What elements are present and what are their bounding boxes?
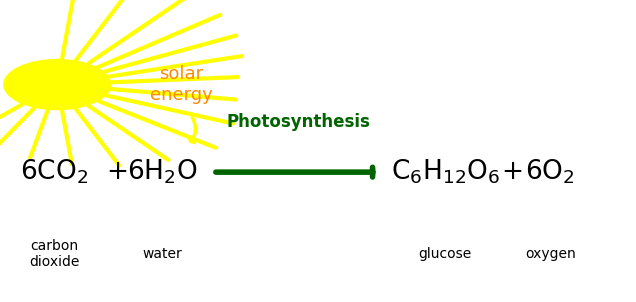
Text: $\mathregular{6H_2O}$: $\mathregular{6H_2O}$ [127, 158, 198, 186]
Text: carbon
dioxide: carbon dioxide [29, 239, 80, 269]
Text: oxygen: oxygen [525, 247, 576, 261]
Text: water: water [142, 247, 182, 261]
Text: solar
energy: solar energy [150, 65, 212, 104]
Text: $\mathregular{6CO_2}$: $\mathregular{6CO_2}$ [20, 158, 88, 186]
Text: +: + [107, 159, 128, 185]
Text: glucose: glucose [418, 247, 472, 261]
Text: $\mathregular{6O_2}$: $\mathregular{6O_2}$ [525, 158, 575, 186]
Circle shape [3, 59, 111, 110]
Text: Photosynthesis: Photosynthesis [227, 113, 371, 131]
Text: $\mathregular{C_6H_{12}O_6}$: $\mathregular{C_6H_{12}O_6}$ [391, 158, 500, 186]
Text: +: + [501, 159, 523, 185]
